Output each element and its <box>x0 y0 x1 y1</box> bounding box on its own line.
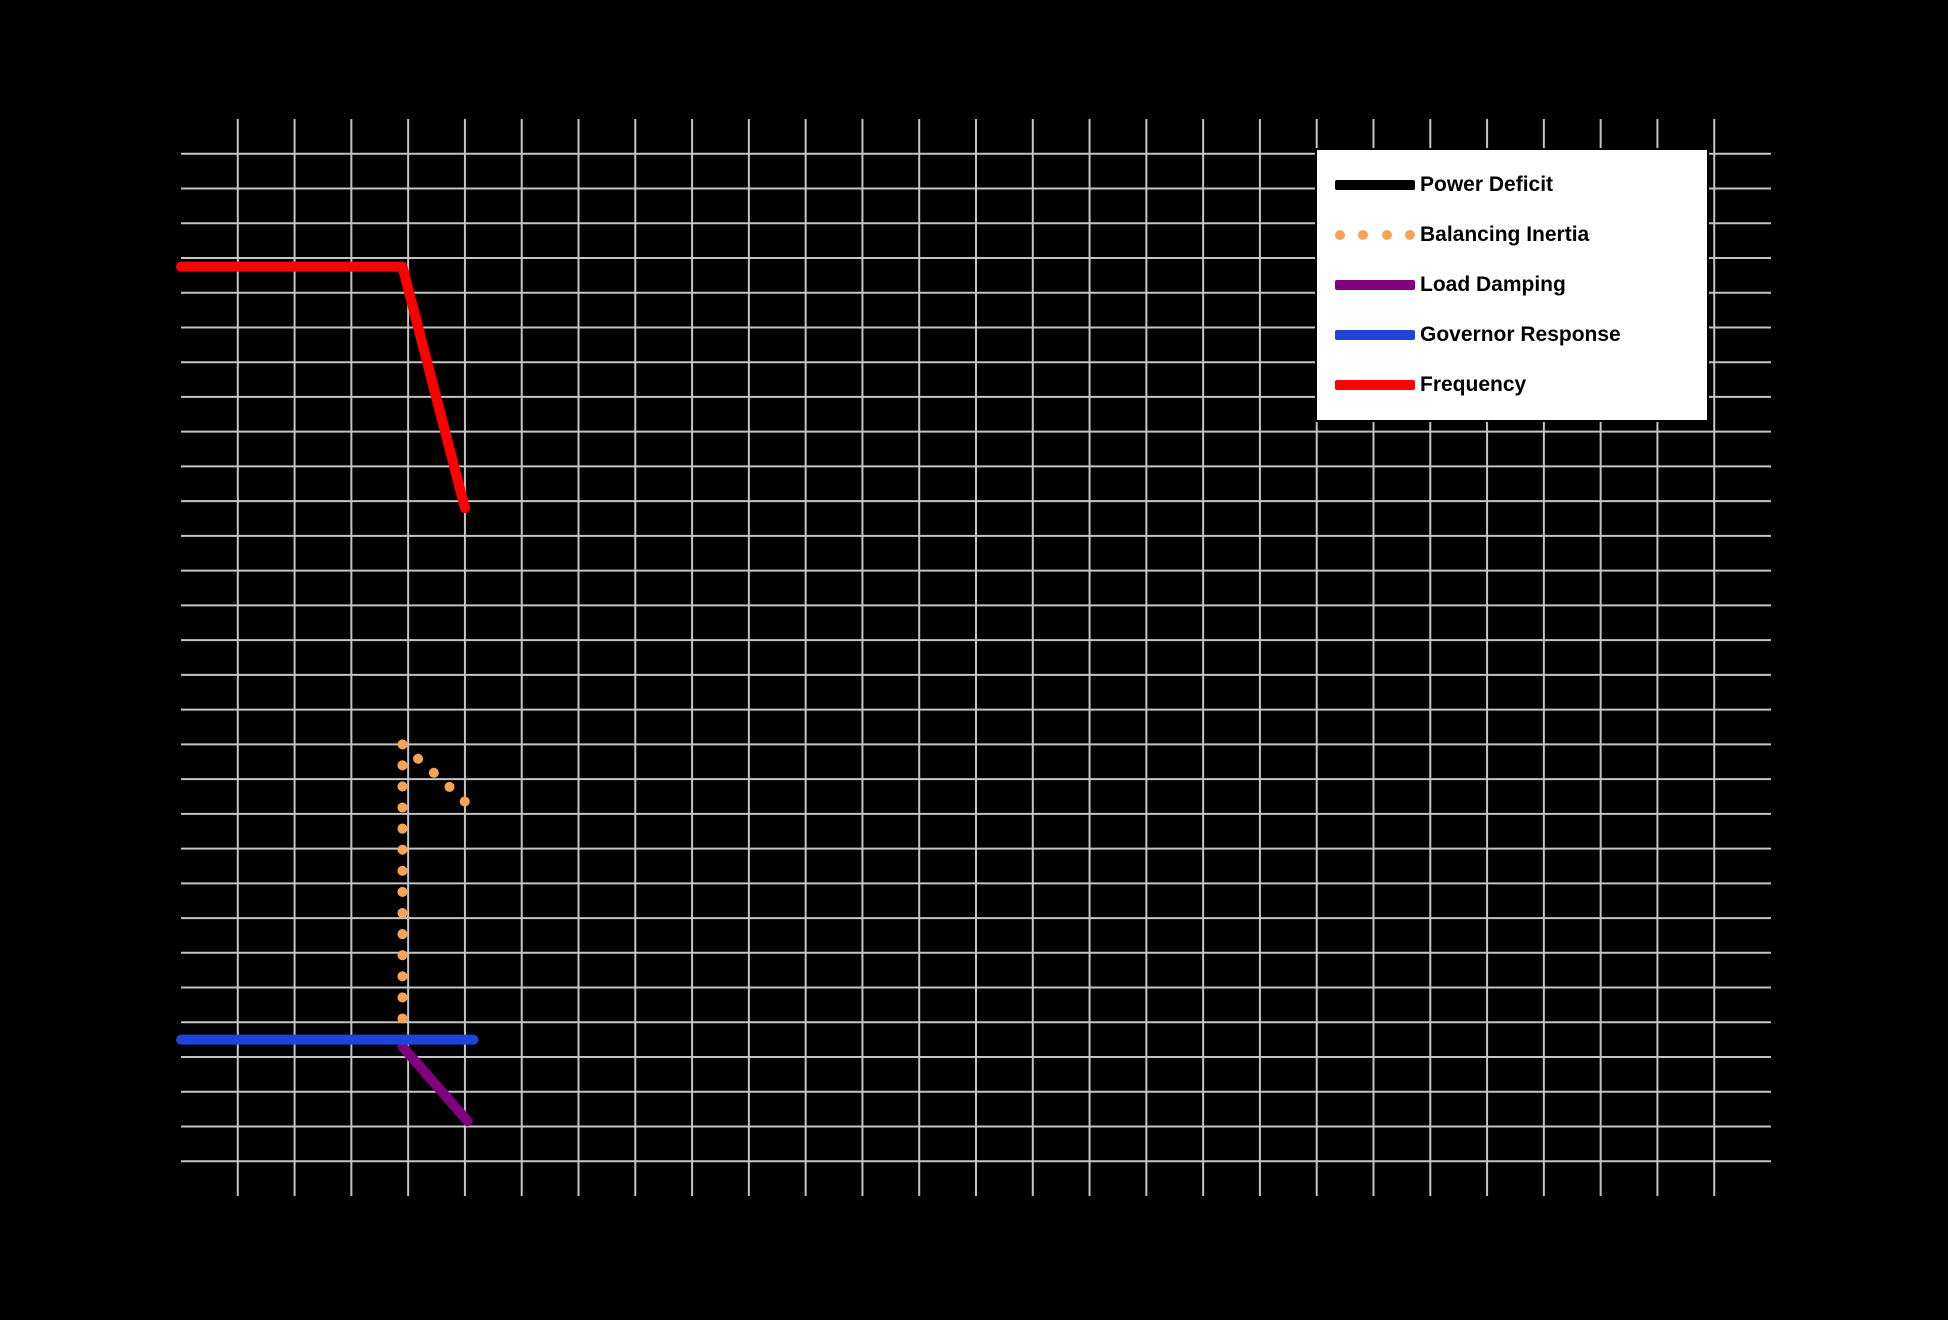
gridlines <box>181 119 1771 1196</box>
legend-dot <box>1404 230 1415 240</box>
legend-dot <box>1381 230 1392 240</box>
legend-dot <box>1335 230 1345 240</box>
legend-swatch-governor-response <box>1335 330 1415 340</box>
legend-item-governor-response: Governor Response <box>1335 312 1697 358</box>
legend-item-balancing-inertia: Balancing Inertia <box>1335 212 1697 258</box>
legend-item-power-deficit: Power Deficit <box>1335 162 1697 208</box>
legend-label: Governor Response <box>1420 323 1621 346</box>
legend-label: Balancing Inertia <box>1420 223 1590 246</box>
series-balancing-inertia <box>397 739 470 1045</box>
legend-swatch-frequency <box>1335 380 1415 390</box>
series-load-damping <box>397 1041 473 1127</box>
legend-label: Load Damping <box>1420 273 1566 296</box>
legend-label: Power Deficit <box>1420 173 1554 196</box>
legend-item-load-damping: Load Damping <box>1335 262 1697 308</box>
legend-item-frequency: Frequency <box>1335 362 1697 408</box>
legend: Power Deficit Balancing Inertia Load Dampi… <box>1315 148 1709 422</box>
legend-swatch-load-damping <box>1335 280 1415 290</box>
legend-swatch-power-deficit <box>1335 180 1415 190</box>
legend-label: Frequency <box>1420 373 1527 396</box>
legend-swatch-balancing-inertia <box>1335 230 1415 240</box>
legend-dot <box>1358 230 1369 240</box>
series-frequency <box>176 261 470 514</box>
